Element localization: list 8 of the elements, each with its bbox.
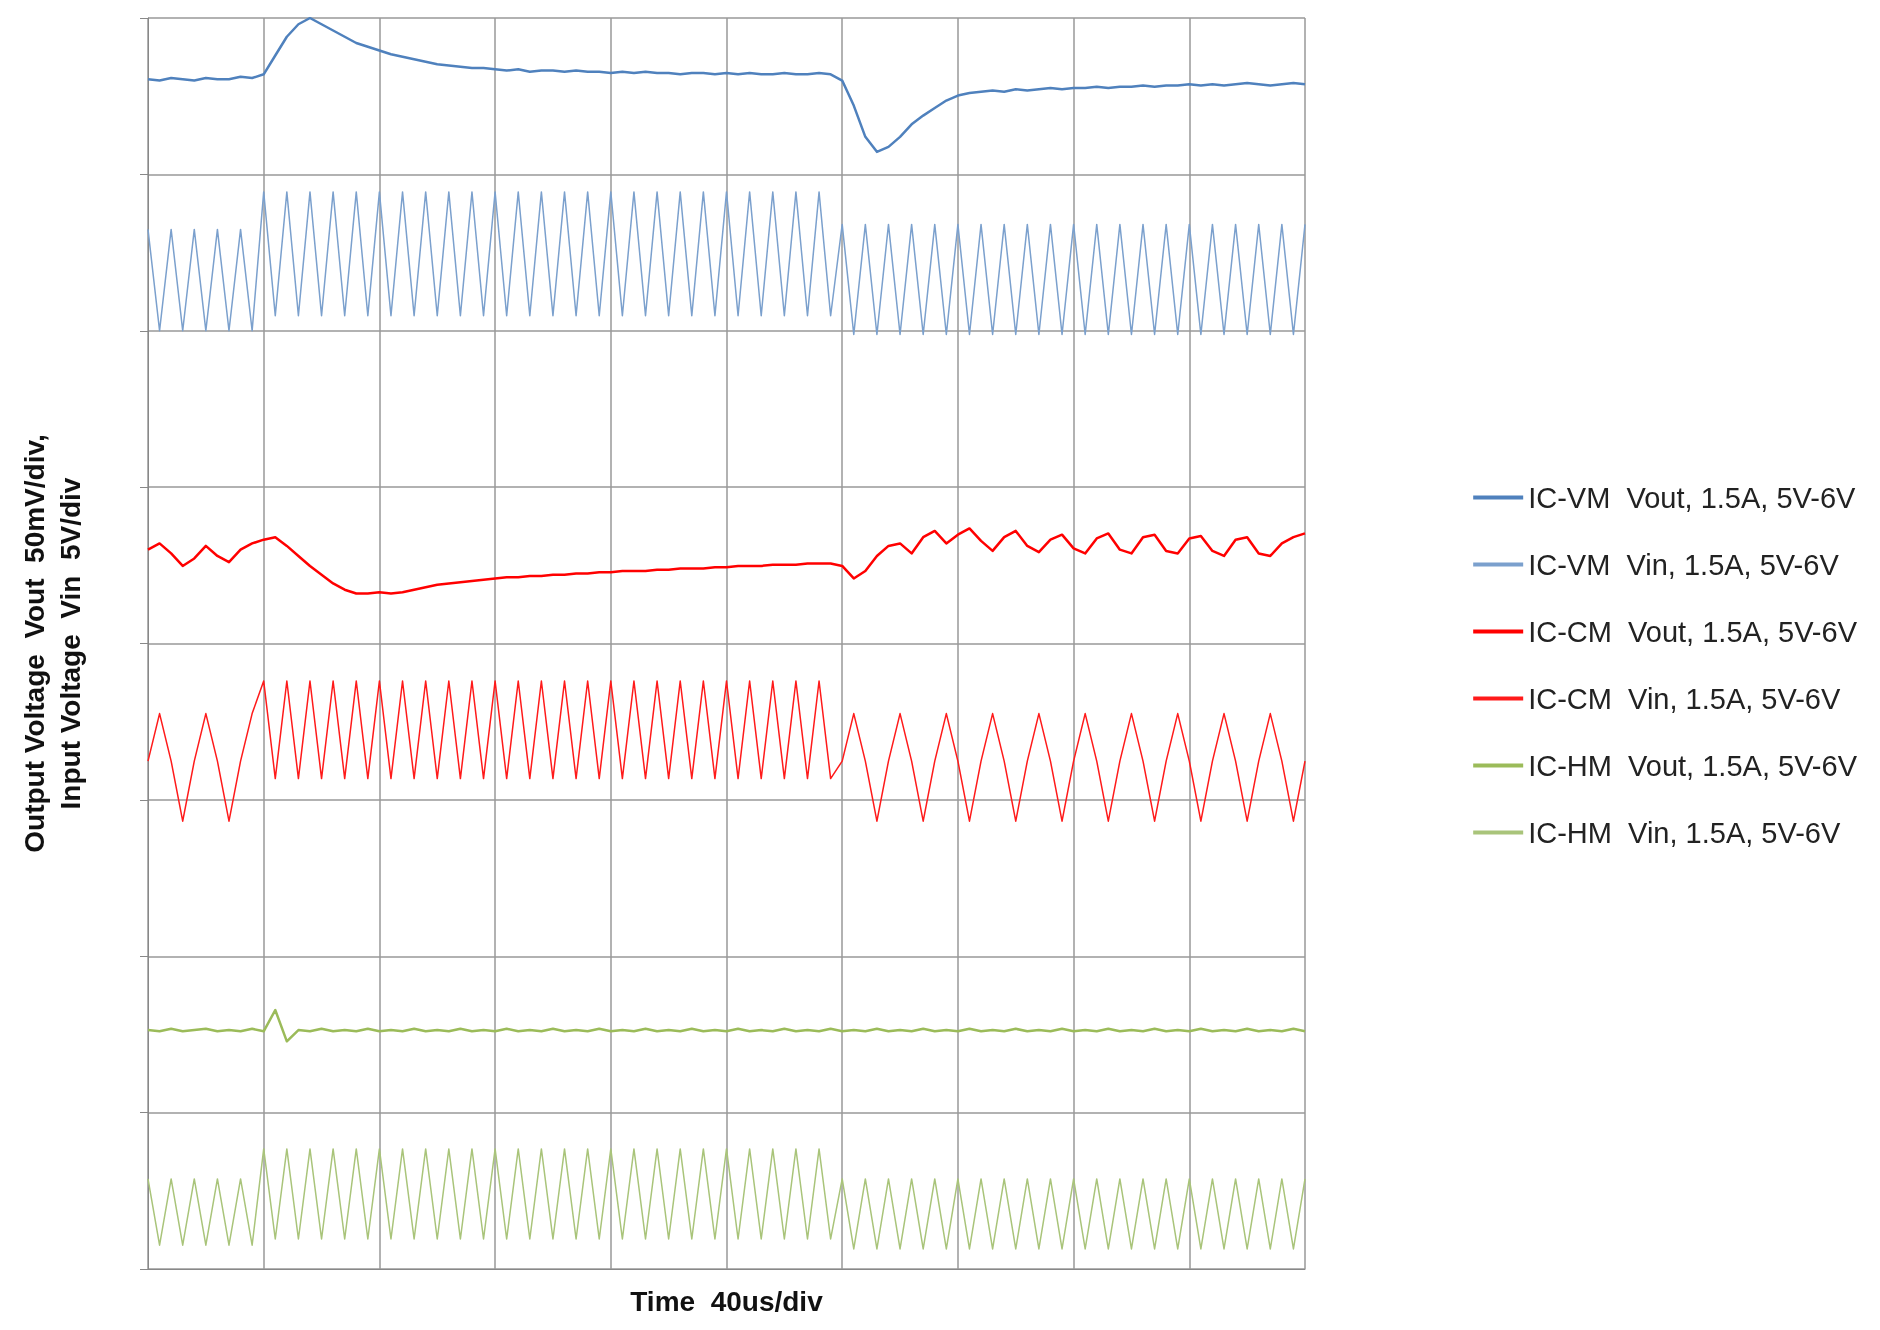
legend-label: IC-HM Vout, 1.5A, 5V-6V xyxy=(1528,749,1858,782)
legend-label: IC-VM Vin, 1.5A, 5V-6V xyxy=(1528,548,1840,581)
legend-label: IC-HM Vin, 1.5A, 5V-6V xyxy=(1528,816,1841,849)
legend-label: IC-VM Vout, 1.5A, 5V-6V xyxy=(1528,481,1857,514)
legend-label: IC-CM Vin, 1.5A, 5V-6V xyxy=(1528,682,1841,715)
x-axis-title: Time 40us/div xyxy=(630,1285,824,1317)
legend-label: IC-CM Vout, 1.5A, 5V-6V xyxy=(1528,615,1858,648)
y-axis-title: Output Voltage Vout 50mV/div, Input Voltage Vin 5V/div xyxy=(18,434,86,853)
